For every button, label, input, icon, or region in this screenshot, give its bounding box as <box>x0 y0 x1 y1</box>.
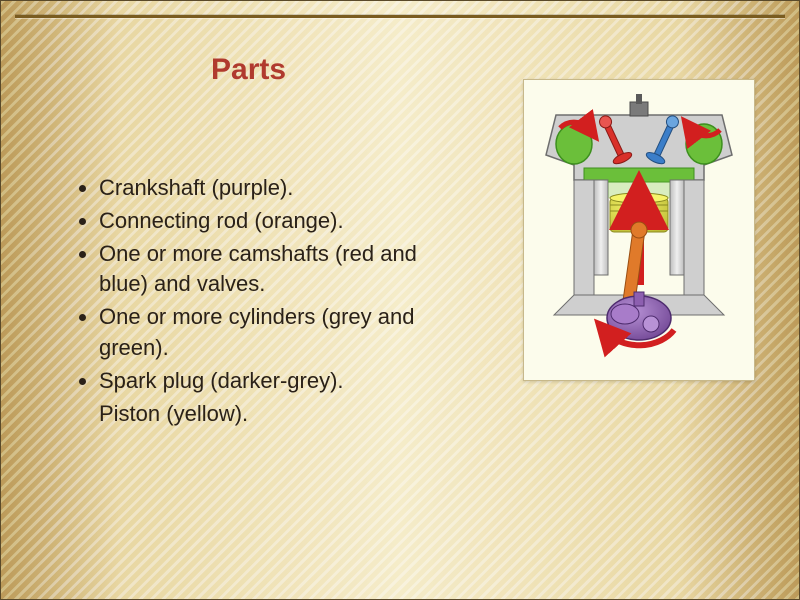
bullet-item: Connecting rod (orange). <box>99 206 461 237</box>
bullet-item: Crankshaft (purple). <box>99 173 461 204</box>
slide-title: Parts <box>211 53 286 87</box>
engine-diagram <box>523 79 755 381</box>
bullet-list: Crankshaft (purple). Connecting rod (ora… <box>71 171 461 429</box>
bullet-item: One or more cylinders (grey and green). <box>99 302 461 364</box>
slide: Parts Crankshaft (purple). Connecting ro… <box>0 0 800 600</box>
bullet-item: Spark plug (darker-grey). <box>99 366 461 397</box>
top-rule <box>15 15 785 18</box>
bullet-item: One or more camshafts (red and blue) and… <box>99 239 461 301</box>
plain-line: Piston (yellow). <box>99 399 461 430</box>
